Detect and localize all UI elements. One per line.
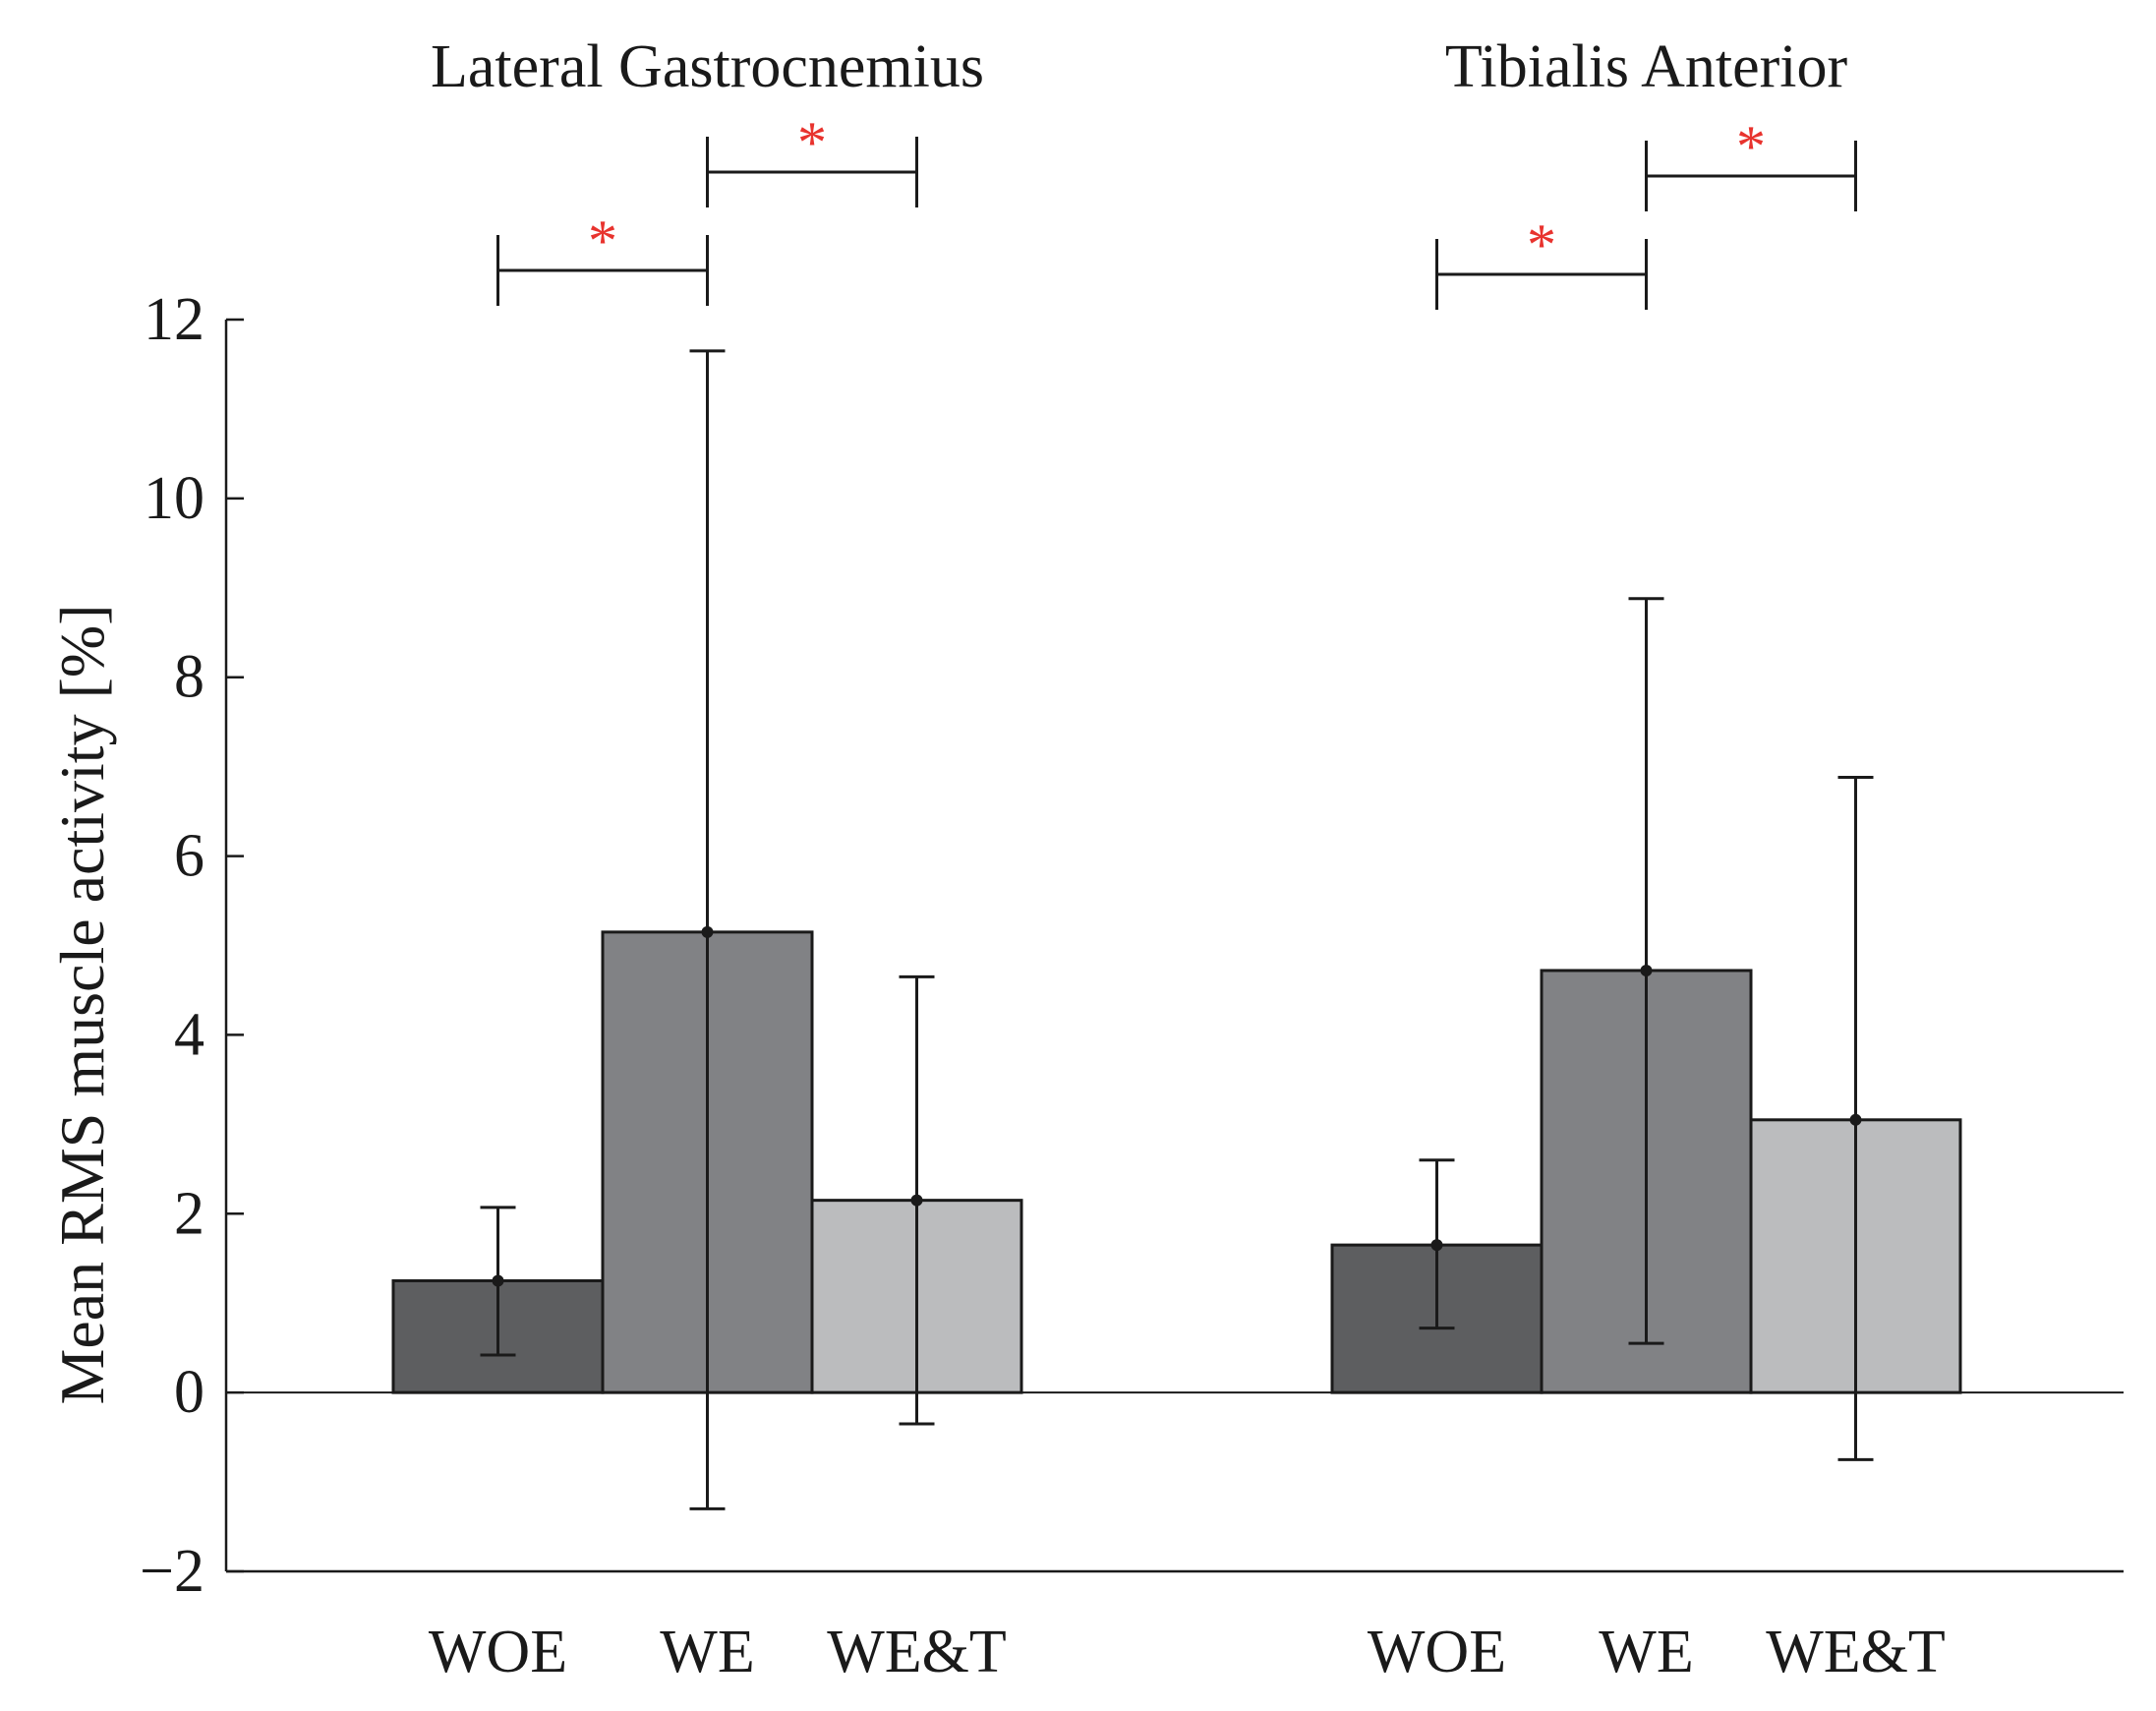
category-label: WE bbox=[660, 1619, 754, 1685]
mean-dot bbox=[1640, 964, 1653, 976]
y-tick-label: 6 bbox=[174, 823, 204, 890]
y-axis-label: Mean RMS muscle activity [%] bbox=[47, 604, 117, 1404]
mean-dot bbox=[1849, 1113, 1862, 1126]
y-tick-label: 8 bbox=[174, 644, 204, 711]
significance-star: * bbox=[1736, 114, 1766, 179]
labels: −2 0 2 4 6 8 10 12 Mean RMS muscle activity [%] W… bbox=[47, 33, 1946, 1685]
category-label: WOE bbox=[1368, 1619, 1506, 1685]
y-tick-label: 4 bbox=[174, 1001, 204, 1068]
mean-dot bbox=[492, 1274, 504, 1287]
bars bbox=[391, 930, 1962, 1394]
mean-dot bbox=[910, 1194, 923, 1207]
category-label: WE bbox=[1599, 1619, 1693, 1685]
group-title: Lateral Gastrocnemius bbox=[431, 33, 984, 100]
significance-star: * bbox=[588, 208, 617, 273]
mean-dot bbox=[701, 925, 714, 938]
y-tick-label: 12 bbox=[144, 286, 204, 353]
y-tick-label: 2 bbox=[174, 1180, 204, 1247]
significance-markers: * * * * bbox=[496, 110, 1857, 310]
y-tick-label: 0 bbox=[174, 1359, 204, 1426]
y-tick-label: −2 bbox=[140, 1538, 204, 1605]
y-tick-label: 10 bbox=[144, 465, 204, 532]
significance-star: * bbox=[1527, 212, 1556, 277]
category-label: WOE bbox=[429, 1619, 567, 1685]
error-bars bbox=[480, 349, 1874, 1510]
category-label: WE&T bbox=[1766, 1619, 1946, 1685]
category-label: WE&T bbox=[827, 1619, 1007, 1685]
group-title: Tibialis Anterior bbox=[1445, 33, 1848, 100]
significance-star: * bbox=[797, 110, 827, 175]
mean-dot bbox=[1430, 1239, 1443, 1252]
